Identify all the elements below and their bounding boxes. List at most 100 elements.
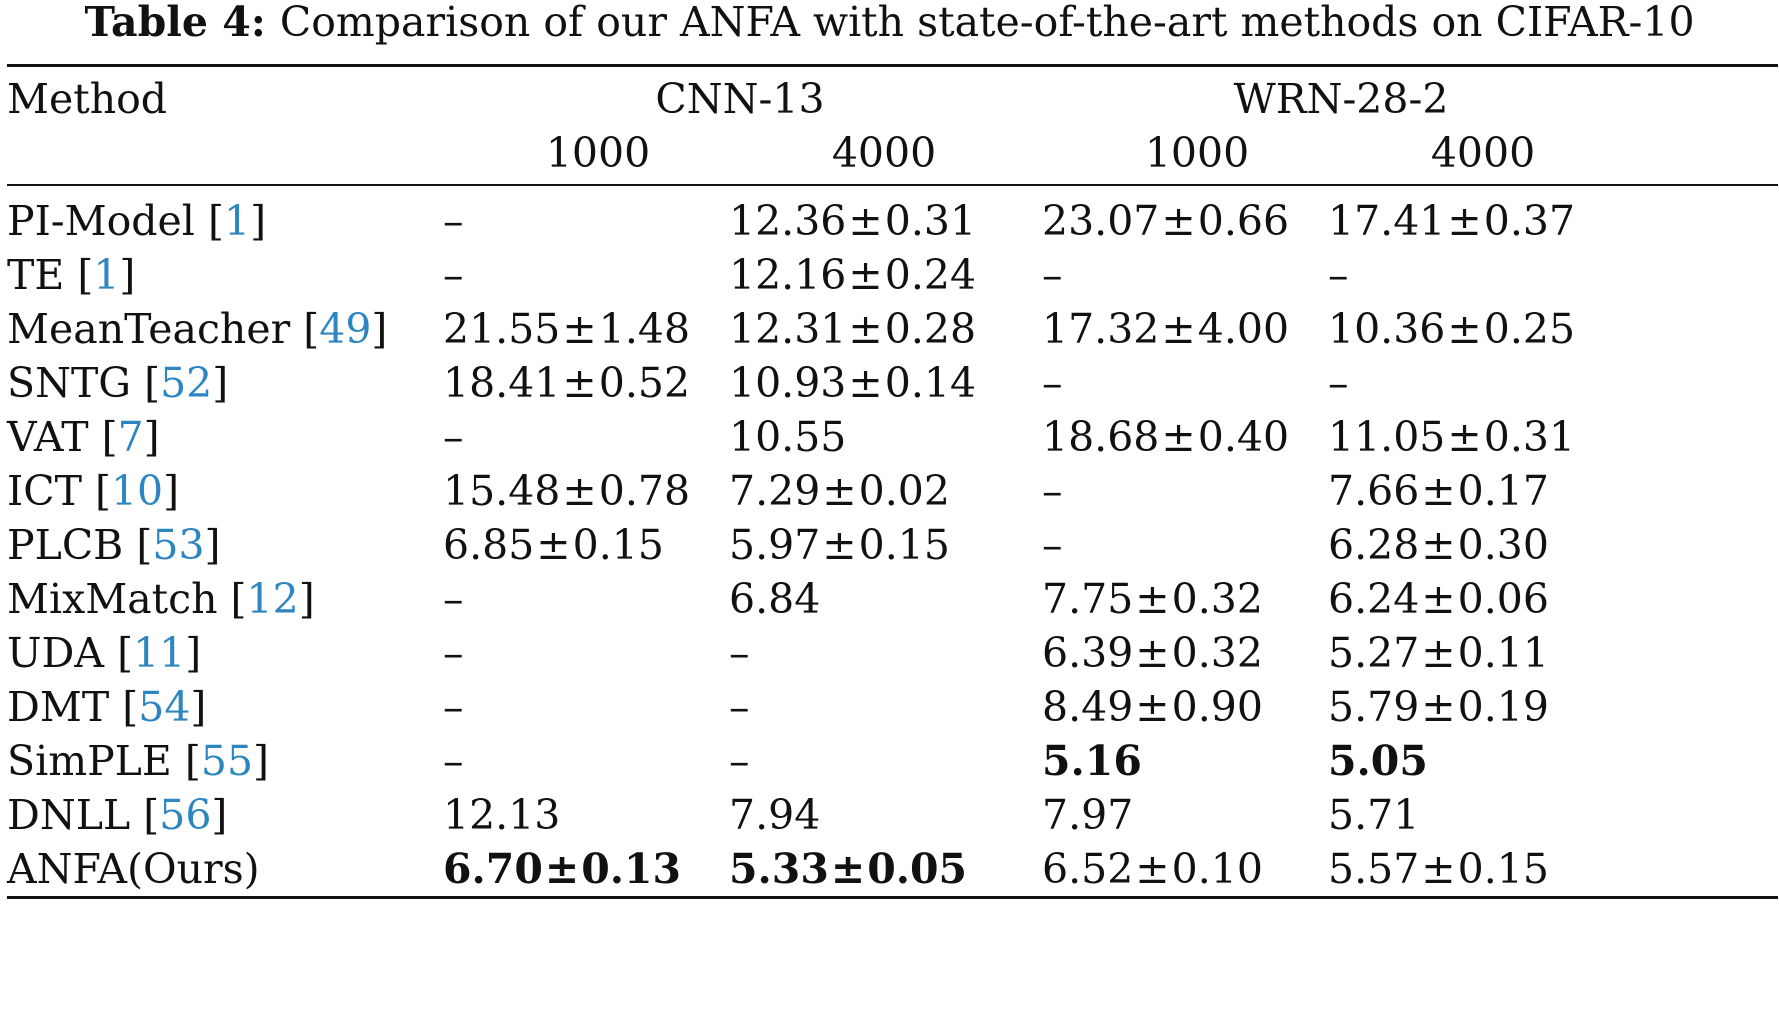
citation-link[interactable]: 52 <box>160 359 213 407</box>
result-cell: – <box>729 734 750 788</box>
cell-value: 5.05 <box>1328 737 1428 785</box>
mid-rule <box>7 184 1778 186</box>
result-cell: 5.57±0.15 <box>1328 842 1549 896</box>
cell-value: – <box>1042 359 1063 407</box>
cell-std: 0.28 <box>884 305 977 353</box>
result-cell: 8.49±0.90 <box>1042 680 1263 734</box>
result-cell: – <box>1042 464 1063 518</box>
result-cell: 17.32±4.00 <box>1042 302 1289 356</box>
plus-minus-symbol: ± <box>1421 845 1456 893</box>
citation-link[interactable]: 1 <box>223 197 251 245</box>
citation-link[interactable]: 53 <box>152 521 205 569</box>
cell-value: – <box>729 629 750 677</box>
cell-value: 7.97 <box>1042 791 1134 839</box>
result-cell: 6.39±0.32 <box>1042 626 1263 680</box>
plus-minus-symbol: ± <box>822 467 857 515</box>
cell-mean: 12.31 <box>729 305 847 353</box>
result-cell: – <box>443 194 464 248</box>
result-cell: 6.28±0.30 <box>1328 518 1549 572</box>
citation-link[interactable]: 10 <box>110 467 164 515</box>
method-label: SNTG <box>7 359 132 407</box>
result-cell: 12.16±0.24 <box>729 248 976 302</box>
result-cell: 5.97±0.15 <box>729 518 950 572</box>
cell-std: 0.10 <box>1171 845 1263 893</box>
cell-mean: 12.36 <box>729 197 847 245</box>
result-cell: – <box>1042 248 1063 302</box>
method-name: ICT [10] <box>7 467 180 515</box>
cell-value: – <box>1042 521 1063 569</box>
method-name: MixMatch [12] <box>7 575 315 623</box>
result-cell: 17.41±0.37 <box>1328 194 1575 248</box>
cell-std: 0.31 <box>884 197 977 245</box>
result-cell: 7.94 <box>729 788 820 842</box>
header-subcol: 1000 <box>1144 129 1250 177</box>
result-cell: – <box>443 734 464 788</box>
cell-std: 0.11 <box>1457 629 1549 677</box>
citation-link[interactable]: 55 <box>200 737 254 785</box>
cell-std: 0.66 <box>1197 197 1290 245</box>
method-label: ANFA(Ours) <box>7 845 260 893</box>
cell-std: 4.00 <box>1197 305 1290 353</box>
citation-link[interactable]: 11 <box>133 629 186 677</box>
cell-mean: 7.29 <box>729 467 821 515</box>
result-cell: 5.79±0.19 <box>1328 680 1549 734</box>
cell-std: 0.14 <box>884 359 977 407</box>
plus-minus-symbol: ± <box>1135 629 1170 677</box>
citation-link[interactable]: 54 <box>138 683 191 731</box>
citation-link[interactable]: 7 <box>117 413 144 461</box>
plus-minus-symbol: ± <box>848 197 883 245</box>
cell-value: – <box>443 413 464 461</box>
plus-minus-symbol: ± <box>562 467 597 515</box>
cell-std: 0.06 <box>1457 575 1549 623</box>
cell-mean: 6.24 <box>1328 575 1420 623</box>
cell-std: 0.02 <box>858 467 950 515</box>
cell-mean: 6.39 <box>1042 629 1134 677</box>
plus-minus-symbol: ± <box>1161 305 1196 353</box>
method-name: UDA [11] <box>7 629 202 677</box>
cell-std: 0.32 <box>1171 575 1263 623</box>
cell-std: 0.15 <box>572 521 664 569</box>
cell-mean: 18.41 <box>443 359 561 407</box>
method-label: SimPLE <box>7 737 172 785</box>
cell-mean: 6.52 <box>1042 845 1134 893</box>
plus-minus-symbol: ± <box>1135 575 1170 623</box>
cell-mean: 15.48 <box>443 467 561 515</box>
plus-minus-symbol: ± <box>848 305 883 353</box>
result-cell: 7.66±0.17 <box>1328 464 1549 518</box>
citation-link[interactable]: 49 <box>319 305 372 353</box>
cell-std: 0.15 <box>858 521 950 569</box>
header-subcol: 4000 <box>831 129 937 177</box>
cell-mean: 7.75 <box>1042 575 1134 623</box>
result-cell: 18.41±0.52 <box>443 356 690 410</box>
cell-value: – <box>1042 467 1063 515</box>
cell-mean: 5.27 <box>1328 629 1420 677</box>
result-cell: 6.84 <box>729 572 820 626</box>
cell-mean: 7.66 <box>1328 467 1420 515</box>
method-name: SimPLE [55] <box>7 737 270 785</box>
citation-link[interactable]: 12 <box>246 575 299 623</box>
cell-mean: 5.57 <box>1328 845 1420 893</box>
citation-link[interactable]: 56 <box>159 791 212 839</box>
cell-std: 0.15 <box>1457 845 1549 893</box>
cell-mean: 17.41 <box>1328 197 1446 245</box>
result-cell: – <box>1328 248 1349 302</box>
result-cell: 6.70±0.13 <box>443 842 681 896</box>
cell-std: 0.25 <box>1483 305 1576 353</box>
method-name: PLCB [53] <box>7 521 221 569</box>
cell-std: 0.30 <box>1457 521 1549 569</box>
method-label: DMT <box>7 683 110 731</box>
cell-value: 12.13 <box>443 791 561 839</box>
cell-std: 0.90 <box>1171 683 1263 731</box>
citation-link[interactable]: 1 <box>93 251 120 299</box>
result-cell: 7.75±0.32 <box>1042 572 1263 626</box>
result-cell: 10.36±0.25 <box>1328 302 1575 356</box>
cell-value: – <box>443 197 464 245</box>
result-cell: – <box>1042 518 1063 572</box>
method-name: MeanTeacher [49] <box>7 305 388 353</box>
cell-value: – <box>729 683 750 731</box>
method-name: ANFA(Ours) <box>7 842 260 896</box>
cell-mean: 21.55 <box>443 305 561 353</box>
plus-minus-symbol: ± <box>848 359 883 407</box>
method-label: ICT <box>7 467 82 515</box>
method-label: MixMatch <box>7 575 218 623</box>
